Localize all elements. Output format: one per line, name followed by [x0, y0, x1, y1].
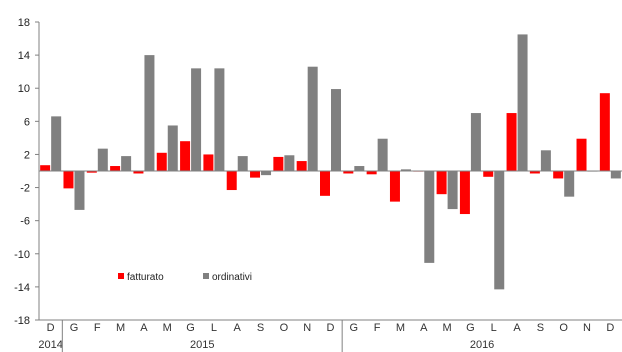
- bar-ordinativi: [517, 34, 528, 171]
- bar-ordinativi: [470, 113, 481, 171]
- bar-ordinativi: [191, 68, 202, 171]
- year-label: 2015: [190, 339, 214, 351]
- bar-ordinativi: [354, 166, 365, 171]
- bar-ordinativi: [167, 125, 178, 171]
- x-axis: D G F M A M G L A S O N D G F M A M G L A S O N D 2014 2015 2016: [38, 170, 622, 352]
- bar-fatturato: [63, 171, 74, 189]
- bar-fatturato: [599, 93, 610, 171]
- legend-swatch-fatturato: [118, 273, 124, 279]
- y-tick-label: 10: [18, 83, 30, 95]
- bar-ordinativi: [564, 171, 575, 197]
- x-tick-label: M: [443, 322, 452, 334]
- bar-ordinativi: [74, 171, 85, 210]
- bar-ordinativi: [540, 150, 551, 171]
- bar-fatturato: [343, 171, 354, 174]
- bar-fatturato: [436, 171, 447, 195]
- bar-ordinativi: [400, 169, 411, 171]
- x-tick-label: A: [140, 322, 148, 334]
- bar-fatturato: [156, 152, 167, 171]
- x-tick-label: L: [211, 322, 217, 334]
- x-tick-label: N: [303, 322, 311, 334]
- x-tick-label: S: [537, 322, 544, 334]
- year-label: 2016: [470, 339, 494, 351]
- y-tick-label: -14: [14, 282, 30, 294]
- x-tick-label: G: [186, 322, 195, 334]
- bar-fatturato: [250, 171, 261, 178]
- bar-fatturato: [226, 171, 237, 191]
- x-tick-label: D: [47, 322, 55, 334]
- bar-fatturato: [553, 171, 564, 179]
- x-tick-label: O: [559, 322, 568, 334]
- x-tick-label: M: [163, 322, 172, 334]
- x-tick-label: N: [583, 322, 591, 334]
- legend-swatch-ordinativi: [203, 273, 209, 279]
- bar-ordinativi: [121, 156, 132, 171]
- bar-fatturato: [133, 171, 144, 174]
- y-tick-label: -18: [14, 315, 30, 327]
- bar-ordinativi: [307, 66, 318, 171]
- x-tick-label: L: [491, 322, 497, 334]
- x-tick-label: M: [116, 322, 125, 334]
- bar-fatturato: [529, 171, 540, 174]
- x-tick-label: M: [396, 322, 405, 334]
- bar-ordinativi: [610, 171, 621, 179]
- x-tick-label: A: [234, 322, 242, 334]
- bar-ordinativi: [237, 156, 248, 171]
- bar-fatturato: [389, 171, 400, 202]
- x-tick-label: F: [374, 322, 381, 334]
- bar-ordinativi: [447, 171, 458, 210]
- bar-fatturato: [506, 113, 517, 171]
- legend-label-fatturato: fatturato: [127, 272, 164, 283]
- bar-ordinativi: [261, 171, 272, 176]
- bar-fatturato: [273, 156, 284, 171]
- bar-ordinativi: [51, 116, 62, 171]
- bar-ordinativi: [377, 138, 388, 171]
- x-tick-label: D: [606, 322, 614, 334]
- bar-fatturato: [180, 141, 191, 171]
- bar-fatturato: [320, 171, 330, 196]
- bar-ordinativi: [494, 171, 505, 290]
- x-tick-label: O: [280, 322, 289, 334]
- x-tick-label: G: [70, 322, 79, 334]
- bar-ordinativi: [214, 68, 225, 171]
- x-tick-label: D: [327, 322, 335, 334]
- y-tick-label: -10: [14, 249, 30, 261]
- x-tick-label: G: [350, 322, 359, 334]
- y-tick-label: 18: [18, 17, 30, 29]
- bar-ordinativi: [144, 55, 155, 171]
- bar-fatturato: [86, 171, 97, 173]
- bar-ordinativi: [331, 89, 341, 171]
- x-tick-label: A: [513, 322, 521, 334]
- bar-ordinativi: [424, 171, 435, 263]
- series-fatturato: [40, 93, 610, 215]
- bar-fatturato: [576, 138, 587, 171]
- x-tick-label: F: [94, 322, 101, 334]
- bar-ordinativi: [97, 148, 108, 171]
- bar-fatturato: [459, 171, 470, 215]
- series-ordinativi: [51, 34, 621, 290]
- y-tick-label: -2: [20, 183, 30, 195]
- y-axis: -18 -14 -10 -6 -2 2 6 10 14 18: [14, 17, 40, 327]
- y-tick-label: 2: [24, 149, 30, 161]
- x-tick-label: G: [466, 322, 475, 334]
- bar-fatturato: [110, 166, 121, 171]
- legend: fatturato ordinativi: [118, 272, 252, 283]
- y-tick-label: 6: [24, 116, 30, 128]
- x-tick-label: S: [257, 322, 264, 334]
- legend-label-ordinativi: ordinativi: [212, 272, 252, 283]
- bar-fatturato: [203, 154, 214, 171]
- bar-fatturato: [366, 171, 377, 175]
- bar-ordinativi: [284, 155, 295, 171]
- bar-fatturato: [296, 161, 307, 171]
- y-tick-label: 14: [18, 50, 30, 62]
- y-tick-label: -6: [20, 216, 30, 228]
- x-tick-label: A: [420, 322, 428, 334]
- year-label: 2014: [38, 339, 62, 351]
- bar-fatturato: [483, 171, 494, 177]
- bar-fatturato: [40, 165, 51, 171]
